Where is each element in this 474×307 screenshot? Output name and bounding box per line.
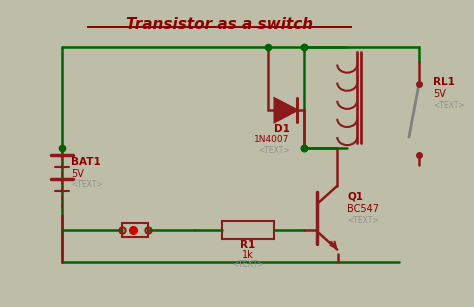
Text: <TEXT>: <TEXT> <box>347 216 379 225</box>
Text: <TEXT>: <TEXT> <box>232 259 264 269</box>
Text: 5V: 5V <box>72 169 84 179</box>
Text: R1: R1 <box>240 239 255 250</box>
Text: <TEXT>: <TEXT> <box>72 180 103 189</box>
Bar <box>222 221 273 239</box>
Polygon shape <box>274 98 297 122</box>
Text: D1: D1 <box>273 124 290 134</box>
Text: BAT1: BAT1 <box>72 157 101 167</box>
Text: BC547: BC547 <box>347 204 379 214</box>
Text: Q1: Q1 <box>347 192 363 202</box>
Text: <TEXT>: <TEXT> <box>433 101 465 110</box>
Text: 1k: 1k <box>242 250 254 259</box>
Text: 1N4007: 1N4007 <box>254 135 289 144</box>
Bar <box>122 223 148 237</box>
Text: RL1: RL1 <box>433 77 455 87</box>
Text: Transistor as a switch: Transistor as a switch <box>126 17 313 32</box>
Text: <TEXT>: <TEXT> <box>259 146 291 155</box>
Text: 5V: 5V <box>433 89 446 99</box>
